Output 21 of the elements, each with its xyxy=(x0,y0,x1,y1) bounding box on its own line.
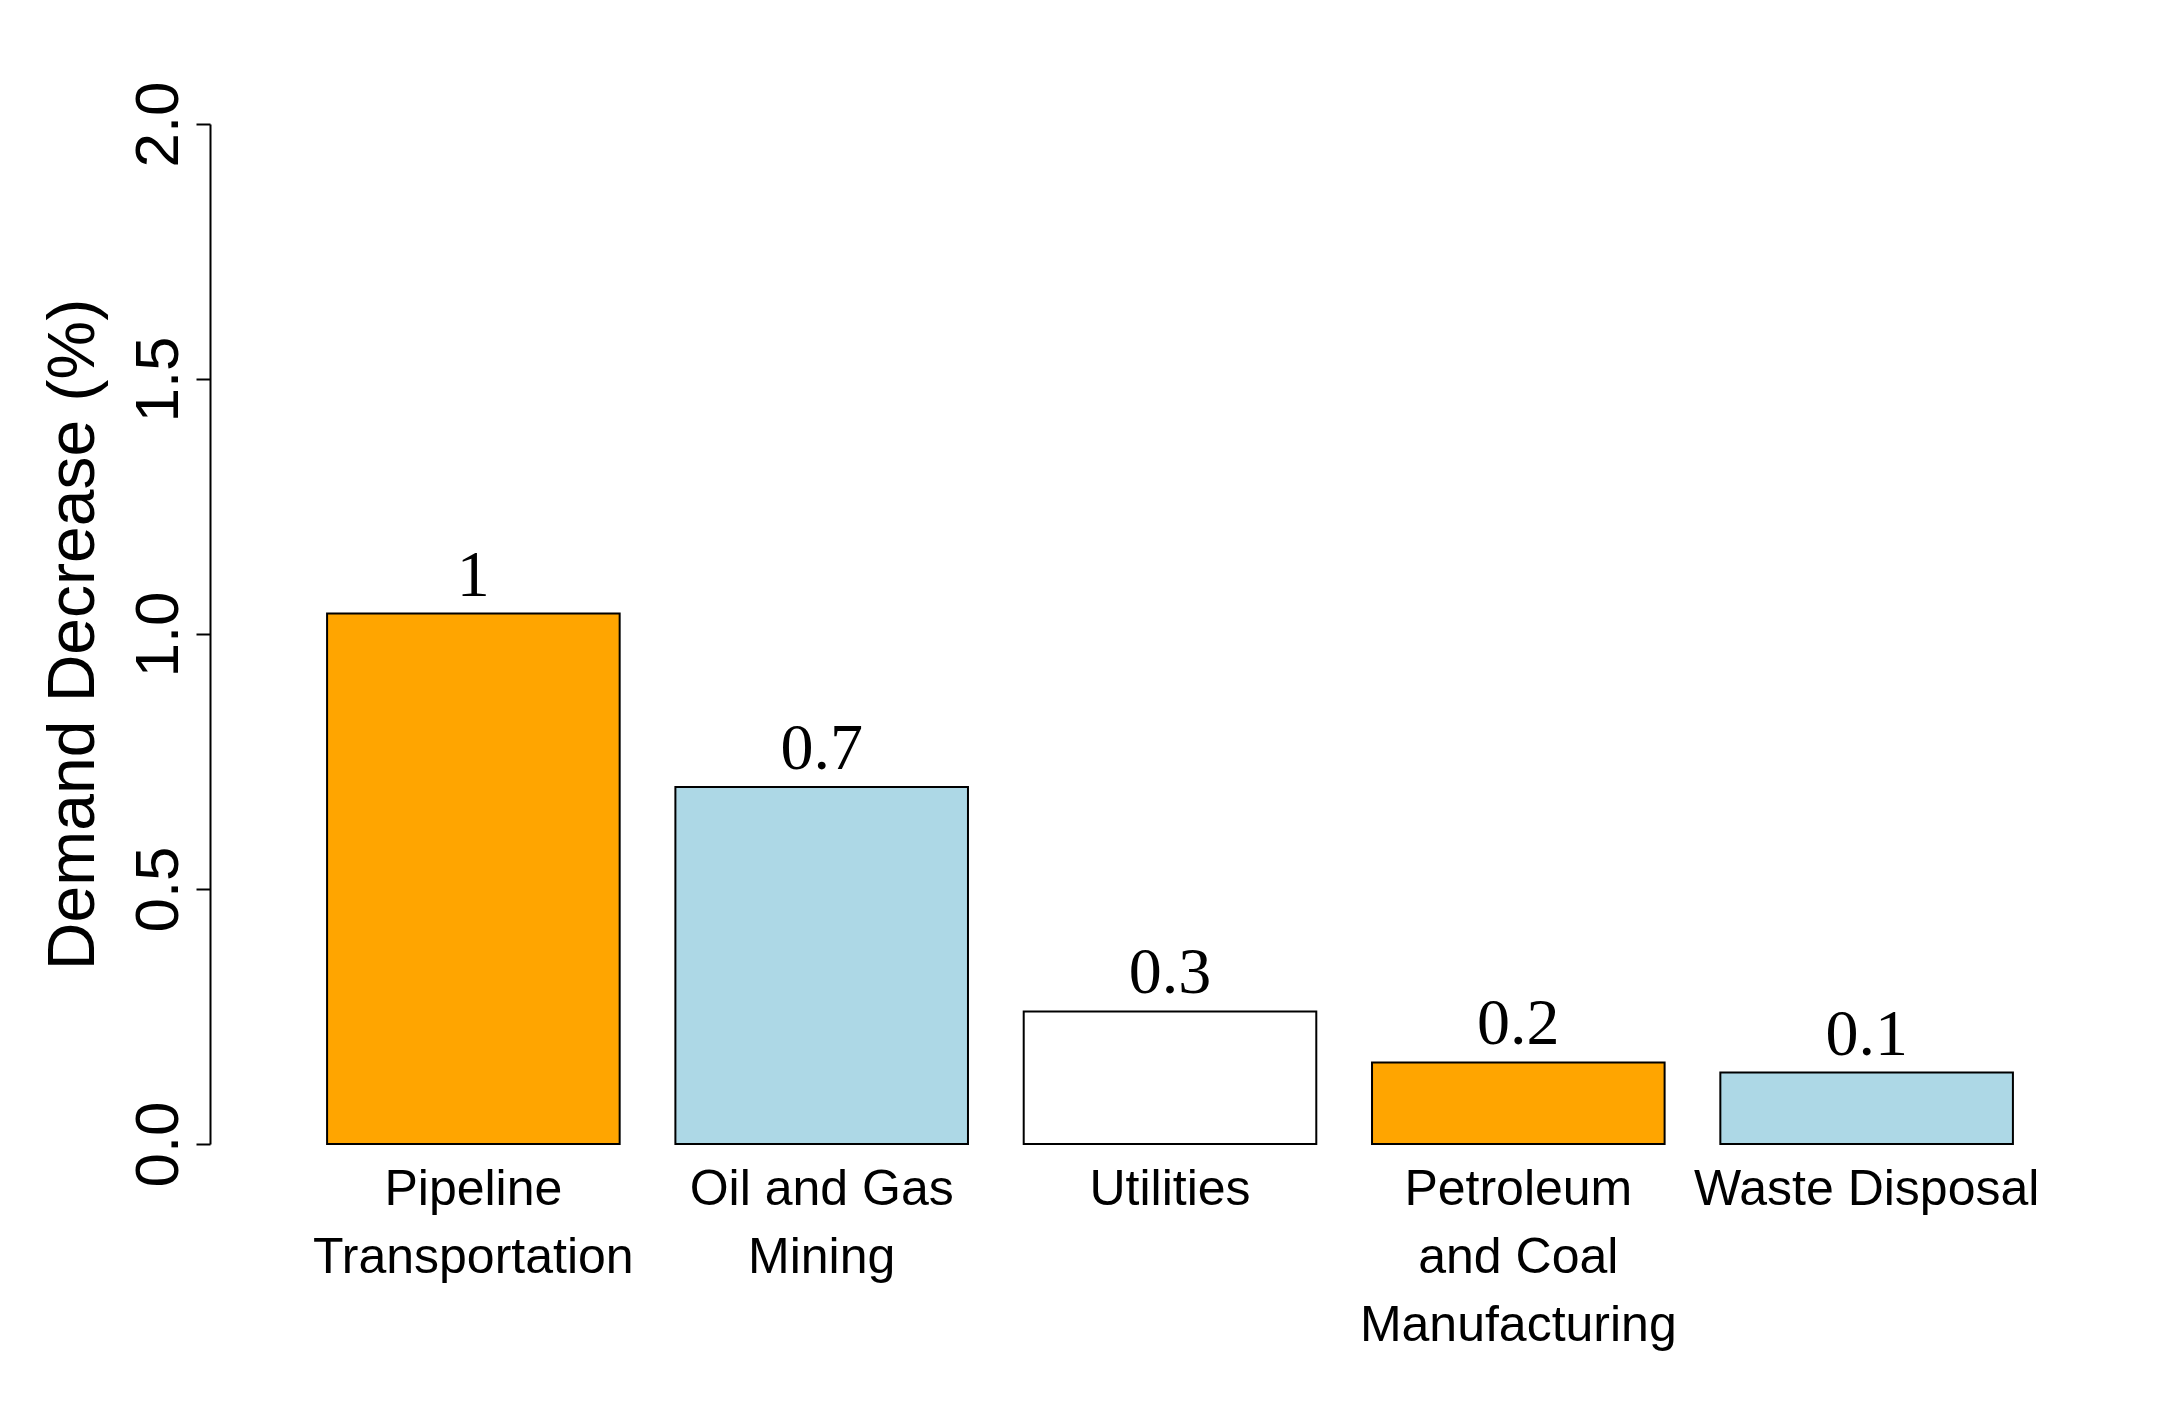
bar xyxy=(326,612,621,1145)
bar xyxy=(1371,1061,1666,1145)
bar xyxy=(674,786,969,1145)
bar xyxy=(1719,1071,2014,1145)
bar xyxy=(1022,1010,1318,1145)
data-label: 0.2 xyxy=(1477,985,1560,1059)
y-tick-label: 2.0 xyxy=(121,81,191,168)
x-tick-label: Oil and Gas Mining xyxy=(689,1159,954,1284)
x-tick-label: Petroleum and Coal Manufacturing xyxy=(1359,1159,1677,1352)
y-tick-label: 0.0 xyxy=(121,1101,191,1188)
data-label: 0.1 xyxy=(1825,995,1908,1069)
x-tick-label: Waste Disposal xyxy=(1693,1159,2040,1216)
data-label: 0.7 xyxy=(780,710,863,783)
x-tick-label: Pipeline Transportation xyxy=(313,1159,634,1284)
x-tick-label: Utilities xyxy=(1089,1159,1251,1216)
y-tick-label: 1.5 xyxy=(121,336,191,423)
y-tick-label: 1.0 xyxy=(121,591,191,678)
data-label: 1 xyxy=(456,536,490,610)
y-tick-label: 0.5 xyxy=(121,846,191,933)
data-label: 0.3 xyxy=(1128,934,1212,1008)
y-axis-title: Demand Decrease (%) xyxy=(33,298,108,971)
